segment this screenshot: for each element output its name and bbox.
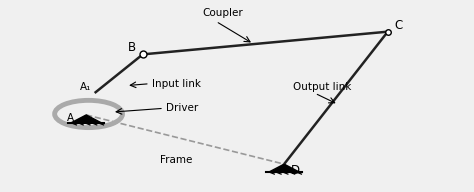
Text: A₁: A₁ bbox=[80, 83, 91, 93]
Text: A: A bbox=[67, 113, 74, 123]
Text: C: C bbox=[395, 19, 403, 31]
Text: D: D bbox=[291, 164, 301, 177]
Text: Driver: Driver bbox=[166, 103, 199, 113]
Text: Output link: Output link bbox=[292, 82, 351, 92]
Text: Coupler: Coupler bbox=[202, 8, 243, 18]
Text: B: B bbox=[128, 41, 136, 54]
Text: Input link: Input link bbox=[152, 79, 201, 89]
Text: Frame: Frame bbox=[160, 155, 192, 165]
Polygon shape bbox=[71, 115, 101, 123]
Polygon shape bbox=[269, 164, 299, 172]
